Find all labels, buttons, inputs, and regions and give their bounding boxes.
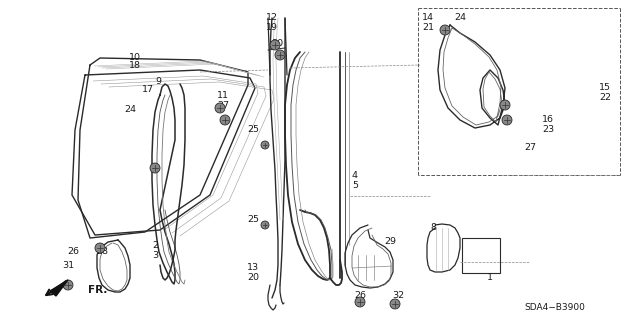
Text: 12: 12 <box>266 13 278 23</box>
Text: 2: 2 <box>152 241 158 249</box>
Circle shape <box>390 299 400 309</box>
Text: 14: 14 <box>422 13 434 23</box>
Text: FR.: FR. <box>88 285 108 295</box>
Polygon shape <box>50 280 68 296</box>
Text: 26: 26 <box>354 291 366 300</box>
Text: 1: 1 <box>487 273 493 283</box>
Text: 28: 28 <box>96 248 108 256</box>
Text: 31: 31 <box>62 261 74 270</box>
Text: 32: 32 <box>392 291 404 300</box>
Text: 11: 11 <box>217 91 229 100</box>
Circle shape <box>500 100 510 110</box>
Text: 18: 18 <box>129 62 141 70</box>
Text: 20: 20 <box>247 273 259 283</box>
Text: 26: 26 <box>67 248 79 256</box>
Text: 10: 10 <box>129 53 141 62</box>
Text: 21: 21 <box>422 24 434 33</box>
Text: 8: 8 <box>430 224 436 233</box>
Circle shape <box>502 115 512 125</box>
Text: 25: 25 <box>247 216 259 225</box>
Circle shape <box>95 243 105 253</box>
Circle shape <box>440 25 450 35</box>
Text: 13: 13 <box>247 263 259 272</box>
Circle shape <box>270 40 280 50</box>
Text: 30: 30 <box>271 39 283 48</box>
Text: 19: 19 <box>266 23 278 32</box>
Text: 23: 23 <box>542 125 554 135</box>
Text: 17: 17 <box>142 85 154 94</box>
Text: 27: 27 <box>524 144 536 152</box>
Bar <box>462 238 500 273</box>
Circle shape <box>63 280 73 290</box>
Text: 22: 22 <box>599 93 611 102</box>
Text: 27: 27 <box>217 101 229 110</box>
Text: 29: 29 <box>384 238 396 247</box>
Text: 3: 3 <box>152 250 158 259</box>
Text: 24: 24 <box>454 13 466 23</box>
Circle shape <box>215 103 225 113</box>
Circle shape <box>355 297 365 307</box>
Text: 4: 4 <box>352 170 358 180</box>
Text: 5: 5 <box>352 181 358 189</box>
Text: 24: 24 <box>124 106 136 115</box>
Circle shape <box>275 50 285 60</box>
Circle shape <box>261 221 269 229</box>
Text: SDA4−B3900: SDA4−B3900 <box>524 302 585 311</box>
Circle shape <box>220 115 230 125</box>
Text: 25: 25 <box>247 125 259 135</box>
Text: 16: 16 <box>542 115 554 124</box>
Circle shape <box>261 141 269 149</box>
Text: 9: 9 <box>155 78 161 86</box>
Circle shape <box>150 163 160 173</box>
Text: 15: 15 <box>599 84 611 93</box>
